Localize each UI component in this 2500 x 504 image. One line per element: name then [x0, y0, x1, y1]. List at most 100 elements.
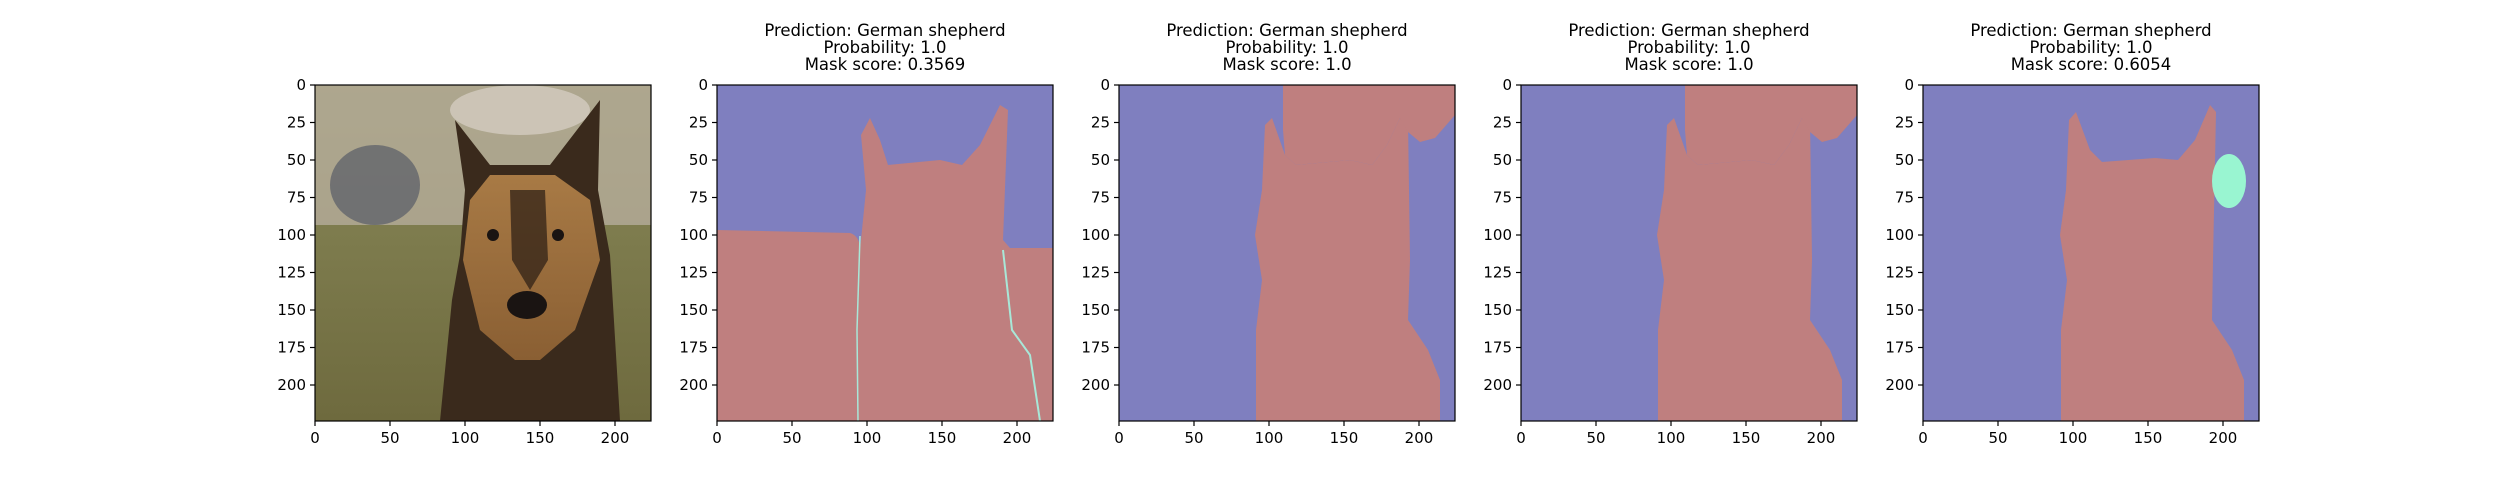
y-tick-label: 150 — [277, 301, 306, 319]
panel-title-line: Probability: 1.0 — [1225, 38, 1348, 57]
x-tick-label: 150 — [526, 429, 555, 447]
panel-mask-2 — [1119, 85, 1455, 421]
x-tick-label: 200 — [2209, 429, 2238, 447]
mask-region-dog — [1657, 118, 1842, 421]
panel-title-line: Prediction: German shepherd — [1568, 21, 1809, 40]
y-tick-label: 0 — [1502, 76, 1512, 94]
axes-frame — [1520, 84, 1858, 422]
y-tick-label: 50 — [1895, 151, 1914, 169]
y-tick-label: 175 — [1483, 339, 1512, 357]
y-tick-label: 125 — [1483, 264, 1512, 282]
axes-layer: 0 50 100 150 200 0 25 50 75 100 125 150 175 200 0 50 100… — [277, 21, 2260, 447]
x-tick-label: 200 — [1003, 429, 1032, 447]
mask-region-top — [1283, 85, 1455, 165]
y-tick-label: 200 — [1885, 376, 1914, 394]
y-tick-label: 75 — [689, 189, 708, 207]
x-tick-label: 150 — [928, 429, 957, 447]
mask-region-dog — [2060, 105, 2244, 421]
x-tick-label: 50 — [380, 429, 399, 447]
panel-title-line: Prediction: German shepherd — [764, 21, 1005, 40]
y-tick-label: 150 — [679, 301, 708, 319]
axes-frame — [314, 84, 652, 422]
panel-title-line: Probability: 1.0 — [1627, 38, 1750, 57]
y-tick-label: 25 — [689, 114, 708, 132]
axes-frame — [716, 84, 1054, 422]
axes-3: 0 50 100 150 200 0 25 50 75 100 125 150 175 200 Predic… — [1483, 21, 1858, 447]
y-tick-label: 175 — [277, 339, 306, 357]
photo-bright-blur — [450, 85, 590, 135]
y-tick-label: 100 — [679, 226, 708, 244]
y-tick-label: 75 — [1493, 189, 1512, 207]
axes-frame — [1118, 84, 1456, 422]
x-tick-label: 0 — [1114, 429, 1124, 447]
photo-car-blur — [330, 145, 420, 225]
y-tick-label: 75 — [1895, 189, 1914, 207]
x-tick-label: 0 — [310, 429, 320, 447]
y-tick-label: 50 — [1091, 151, 1110, 169]
panel-mask-1 — [717, 85, 1053, 422]
y-tick-label: 0 — [1904, 76, 1914, 94]
panel-mask-4 — [1923, 85, 2259, 421]
x-tick-label: 0 — [1918, 429, 1928, 447]
photo-dog-nose — [507, 291, 547, 319]
panel-photo — [315, 85, 651, 421]
axes-4: 0 50 100 150 200 0 25 50 75 100 125 150 175 200 Predic… — [1885, 21, 2260, 447]
x-tick-label: 150 — [1732, 429, 1761, 447]
mask-region-dog — [1255, 118, 1440, 421]
y-tick-label: 0 — [1100, 76, 1110, 94]
panel-title-line: Mask score: 1.0 — [1624, 55, 1753, 74]
x-tick-label: 150 — [2134, 429, 2163, 447]
panel-title-line: Probability: 1.0 — [823, 38, 946, 57]
y-tick-label: 150 — [1483, 301, 1512, 319]
x-tick-label: 0 — [1516, 429, 1526, 447]
mask-region-dog — [860, 105, 1053, 421]
x-tick-label: 0 — [712, 429, 722, 447]
y-tick-label: 75 — [287, 189, 306, 207]
y-tick-label: 175 — [1885, 339, 1914, 357]
panel-title-line: Prediction: German shepherd — [1970, 21, 2211, 40]
x-tick-label: 100 — [2059, 429, 2088, 447]
y-tick-label: 200 — [277, 376, 306, 394]
panel-title-line: Prediction: German shepherd — [1166, 21, 1407, 40]
y-tick-label: 125 — [277, 264, 306, 282]
mask-edge-artifact-2 — [856, 235, 861, 422]
y-tick-label: 125 — [1885, 264, 1914, 282]
x-tick-label: 200 — [1405, 429, 1434, 447]
y-tick-label: 25 — [1091, 114, 1110, 132]
mask-region-top — [1685, 85, 1857, 165]
photo-dog-mask — [510, 190, 548, 290]
y-tick-label: 200 — [1081, 376, 1110, 394]
x-tick-label: 200 — [1807, 429, 1836, 447]
y-tick-label: 125 — [679, 264, 708, 282]
x-tick-label: 50 — [1184, 429, 1203, 447]
x-tick-label: 100 — [1255, 429, 1284, 447]
y-tick-label: 100 — [1081, 226, 1110, 244]
axes-frame — [1922, 84, 2260, 422]
axes-2: 0 50 100 150 200 0 25 50 75 100 125 150 175 200 Predic… — [1081, 21, 1456, 447]
y-tick-label: 150 — [1081, 301, 1110, 319]
y-tick-label: 150 — [1885, 301, 1914, 319]
y-tick-label: 25 — [1493, 114, 1512, 132]
y-tick-label: 0 — [698, 76, 708, 94]
axes-1: 0 50 100 150 200 0 25 50 75 100 125 150 175 200 Predic… — [679, 21, 1054, 447]
y-tick-label: 25 — [1895, 114, 1914, 132]
y-tick-label: 100 — [1885, 226, 1914, 244]
panel-title-line: Mask score: 0.3569 — [805, 55, 966, 74]
y-tick-label: 125 — [1081, 264, 1110, 282]
x-tick-label: 50 — [782, 429, 801, 447]
axes-0: 0 50 100 150 200 0 25 50 75 100 125 150 175 200 — [277, 76, 652, 447]
y-tick-label: 200 — [679, 376, 708, 394]
panel-title-line: Mask score: 1.0 — [1222, 55, 1351, 74]
x-tick-label: 100 — [451, 429, 480, 447]
x-tick-label: 50 — [1586, 429, 1605, 447]
panel-mask-3 — [1521, 85, 1857, 421]
x-tick-label: 200 — [601, 429, 630, 447]
y-tick-label: 200 — [1483, 376, 1512, 394]
y-tick-label: 50 — [1493, 151, 1512, 169]
panel-title-line: Probability: 1.0 — [2029, 38, 2152, 57]
photo-dog-eye-right — [552, 229, 564, 241]
y-tick-label: 100 — [277, 226, 306, 244]
mask-region-lower-left — [717, 230, 860, 421]
